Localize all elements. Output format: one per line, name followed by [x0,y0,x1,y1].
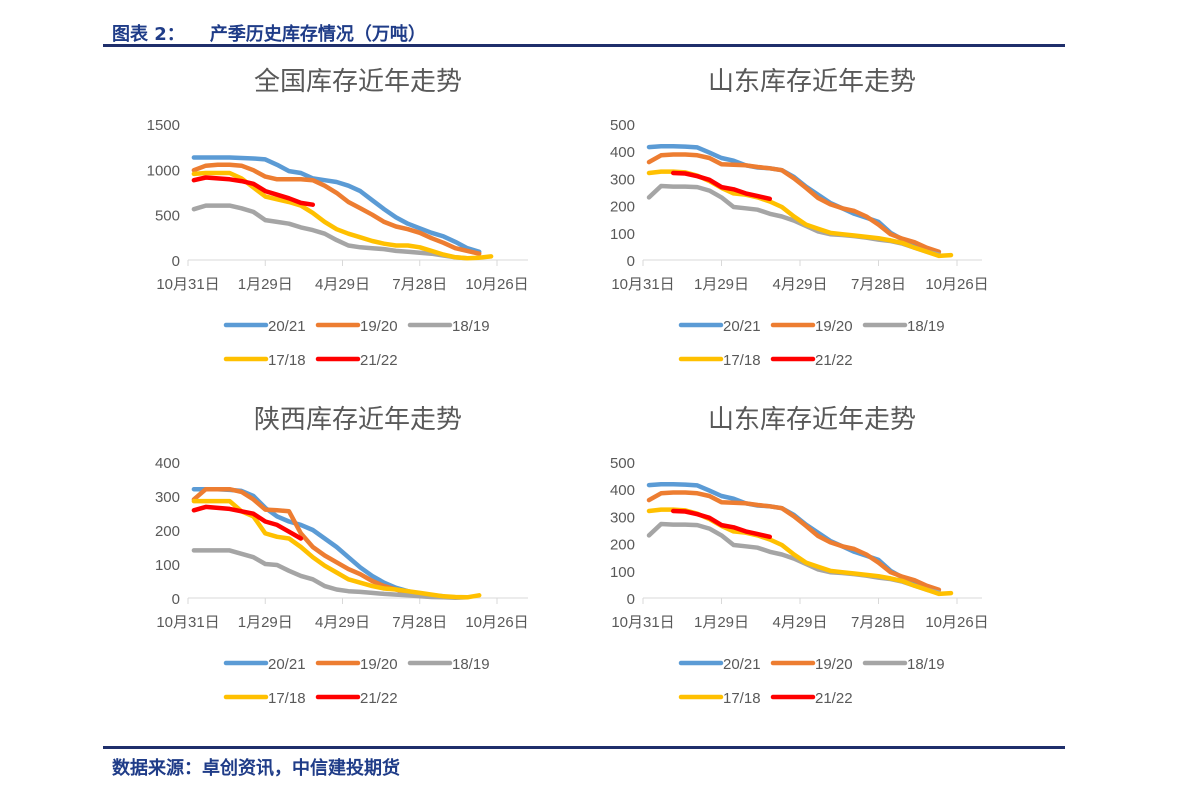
series-line-21-22 [670,170,773,202]
x-tick-label: 7月28日 [851,614,906,631]
legend-label: 17/18 [268,690,306,707]
chart-title: 陕西库存近年走势 [254,405,462,435]
y-tick-label: 200 [155,523,180,540]
legend-label: 18/19 [452,656,490,673]
x-tick-label: 7月28日 [392,614,447,631]
y-tick-label: 300 [155,489,180,506]
x-tick-label: 10月26日 [925,614,988,631]
legend-label: 17/18 [723,352,761,369]
x-tick-label: 7月28日 [392,276,447,293]
x-tick-label: 1月29日 [238,614,293,631]
x-tick-label: 4月29日 [772,614,827,631]
y-tick-label: 300 [610,171,635,188]
x-tick-label: 1月29日 [238,276,293,293]
legend-label: 17/18 [723,690,761,707]
legend-label: 21/22 [815,690,853,707]
y-tick-label: 200 [610,199,635,216]
series-line-19-20 [646,490,942,593]
series-line-21-22 [191,175,316,207]
y-tick-label: 0 [172,253,180,270]
series-line-21-22 [670,508,773,540]
x-tick-label: 1月29日 [694,614,749,631]
legend-label: 19/20 [815,318,853,335]
x-tick-label: 4月29日 [315,614,370,631]
x-tick-label: 10月26日 [465,614,528,631]
series-line-18-19 [646,183,942,257]
x-tick-label: 10月31日 [611,614,674,631]
y-tick-label: 100 [155,557,180,574]
x-tick-label: 10月31日 [611,276,674,293]
y-tick-label: 100 [610,564,635,581]
legend-label: 18/19 [907,656,945,673]
legend-label: 20/21 [723,656,761,673]
chart-title: 山东库存近年走势 [708,67,916,97]
y-tick-label: 100 [610,226,635,243]
legend-label: 19/20 [360,656,398,673]
y-tick-label: 1500 [147,117,180,134]
y-tick-label: 500 [610,455,635,472]
series-line-21-22 [191,504,304,541]
y-tick-label: 400 [155,455,180,472]
y-tick-label: 400 [610,482,635,499]
legend-label: 21/22 [360,690,398,707]
legend-label: 21/22 [815,352,853,369]
y-tick-label: 400 [610,144,635,161]
series-line-19-20 [646,152,942,255]
x-tick-label: 10月31日 [156,276,219,293]
chart-4: 山东库存近年走势 0 100 200 300 400 500 10月31日 1月29日 4月29日… [610,405,989,707]
header-divider [103,44,1065,47]
x-tick-label: 10月26日 [465,276,528,293]
series-line-19-20 [191,162,482,256]
footer-divider [103,746,1065,749]
y-tick-label: 0 [627,253,635,270]
y-tick-label: 500 [155,208,180,225]
x-tick-label: 10月31日 [156,614,219,631]
legend-label: 21/22 [360,352,398,369]
figure-label: 图表 2： [112,24,185,45]
figure-title: 产季历史库存情况（万吨） [209,24,426,45]
source-note: 数据来源：卓创资讯，中信建投期货 [112,758,400,779]
y-tick-label: 0 [627,591,635,608]
legend-label: 20/21 [723,318,761,335]
series-line-18-19 [646,521,942,595]
legend-label: 19/20 [360,318,398,335]
legend-label: 18/19 [907,318,945,335]
x-tick-label: 10月26日 [925,276,988,293]
y-tick-label: 0 [172,591,180,608]
chart-title: 山东库存近年走势 [708,405,916,435]
y-tick-label: 500 [610,117,635,134]
x-tick-label: 7月28日 [851,276,906,293]
legend-label: 18/19 [452,318,490,335]
chart-1: 全国库存近年走势 0 500 1000 1500 10月31日 1月29日 4月29日 7月28… [147,67,529,369]
series-line-18-19 [191,203,470,261]
y-tick-label: 1000 [147,162,180,179]
y-tick-label: 200 [610,537,635,554]
x-tick-label: 4月29日 [315,276,370,293]
chart-title: 全国库存近年走势 [254,67,462,97]
y-tick-label: 300 [610,509,635,526]
series-line-18-19 [191,548,470,600]
x-tick-label: 4月29日 [772,276,827,293]
legend-label: 20/21 [268,656,306,673]
series-line-20-21 [191,155,482,255]
chart-2: 山东库存近年走势 0 100 200 300 400 500 10月31日 1月29日 4月29日… [610,67,989,369]
legend-label: 20/21 [268,318,306,335]
legend-label: 19/20 [815,656,853,673]
chart-3: 陕西库存近年走势 0 100 200 300 400 10月31日 1月29日 4月29日 7月2… [155,405,529,707]
x-tick-label: 1月29日 [694,276,749,293]
figure-caption: 图表 2： 产季历史库存情况（万吨） [112,20,426,46]
legend-label: 17/18 [268,352,306,369]
